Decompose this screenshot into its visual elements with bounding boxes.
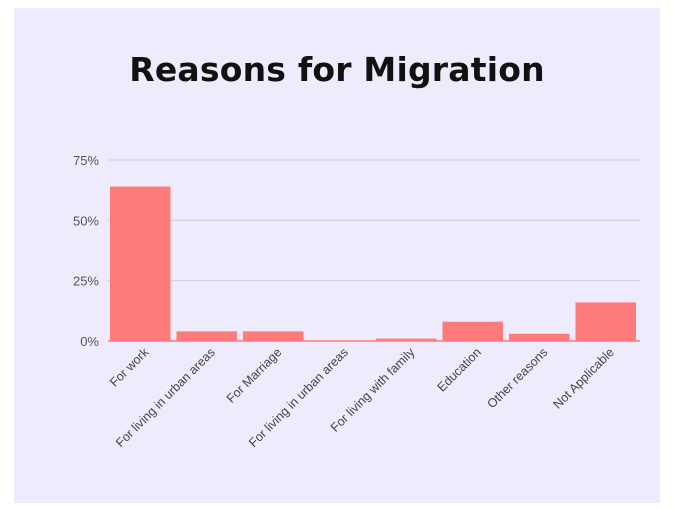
x-tick-label: For Marriage — [224, 345, 285, 406]
x-tick-label: Education — [435, 345, 484, 394]
y-tick-label: 25% — [73, 274, 99, 289]
y-tick-label: 50% — [73, 213, 99, 228]
bar — [509, 333, 570, 341]
bar — [176, 331, 237, 341]
bar — [110, 186, 171, 341]
x-tick-label: For work — [107, 345, 152, 390]
x-tick-label: Other reasons — [484, 345, 550, 411]
chart-title: Reasons for Migration — [129, 50, 545, 89]
bar — [243, 331, 304, 341]
bar — [575, 302, 636, 341]
bar — [376, 338, 437, 341]
y-tick-label: 0% — [80, 334, 99, 349]
x-tick-label: Not Applicable — [550, 345, 616, 411]
y-tick-label: 75% — [73, 153, 99, 168]
bar — [442, 321, 503, 341]
